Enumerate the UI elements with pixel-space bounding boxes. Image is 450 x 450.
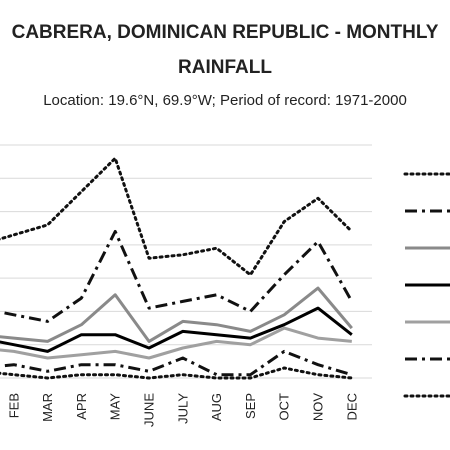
x-tick-label: OCT	[277, 393, 292, 421]
chart-title-line-1: CABRERA, DOMINICAN REPUBLIC - MONTHLY	[11, 22, 439, 43]
series-line	[0, 286, 353, 343]
x-tick-label: JULY	[175, 393, 190, 424]
x-tick-label: JUNE	[142, 393, 157, 427]
series-line	[0, 306, 353, 353]
series-line	[0, 156, 354, 277]
series-line	[0, 326, 352, 360]
x-tick-label: FEB	[6, 393, 21, 418]
series-line	[0, 230, 354, 323]
x-tick-label: APR	[74, 393, 89, 420]
chart-title-line-2: RAINFALL	[178, 57, 272, 78]
series-line	[0, 349, 353, 377]
x-tick-label: DEC	[344, 393, 359, 420]
x-tick-label: AUG	[209, 393, 224, 421]
series-line	[0, 366, 354, 380]
chart-subtitle: Location: 19.6°N, 69.9°W; Period of reco…	[43, 92, 407, 109]
x-tick-label: SEP	[243, 393, 258, 419]
x-tick-label: MAR	[40, 393, 55, 422]
x-tick-label: MAY	[108, 393, 123, 421]
x-tick-label: NOV	[311, 393, 326, 422]
